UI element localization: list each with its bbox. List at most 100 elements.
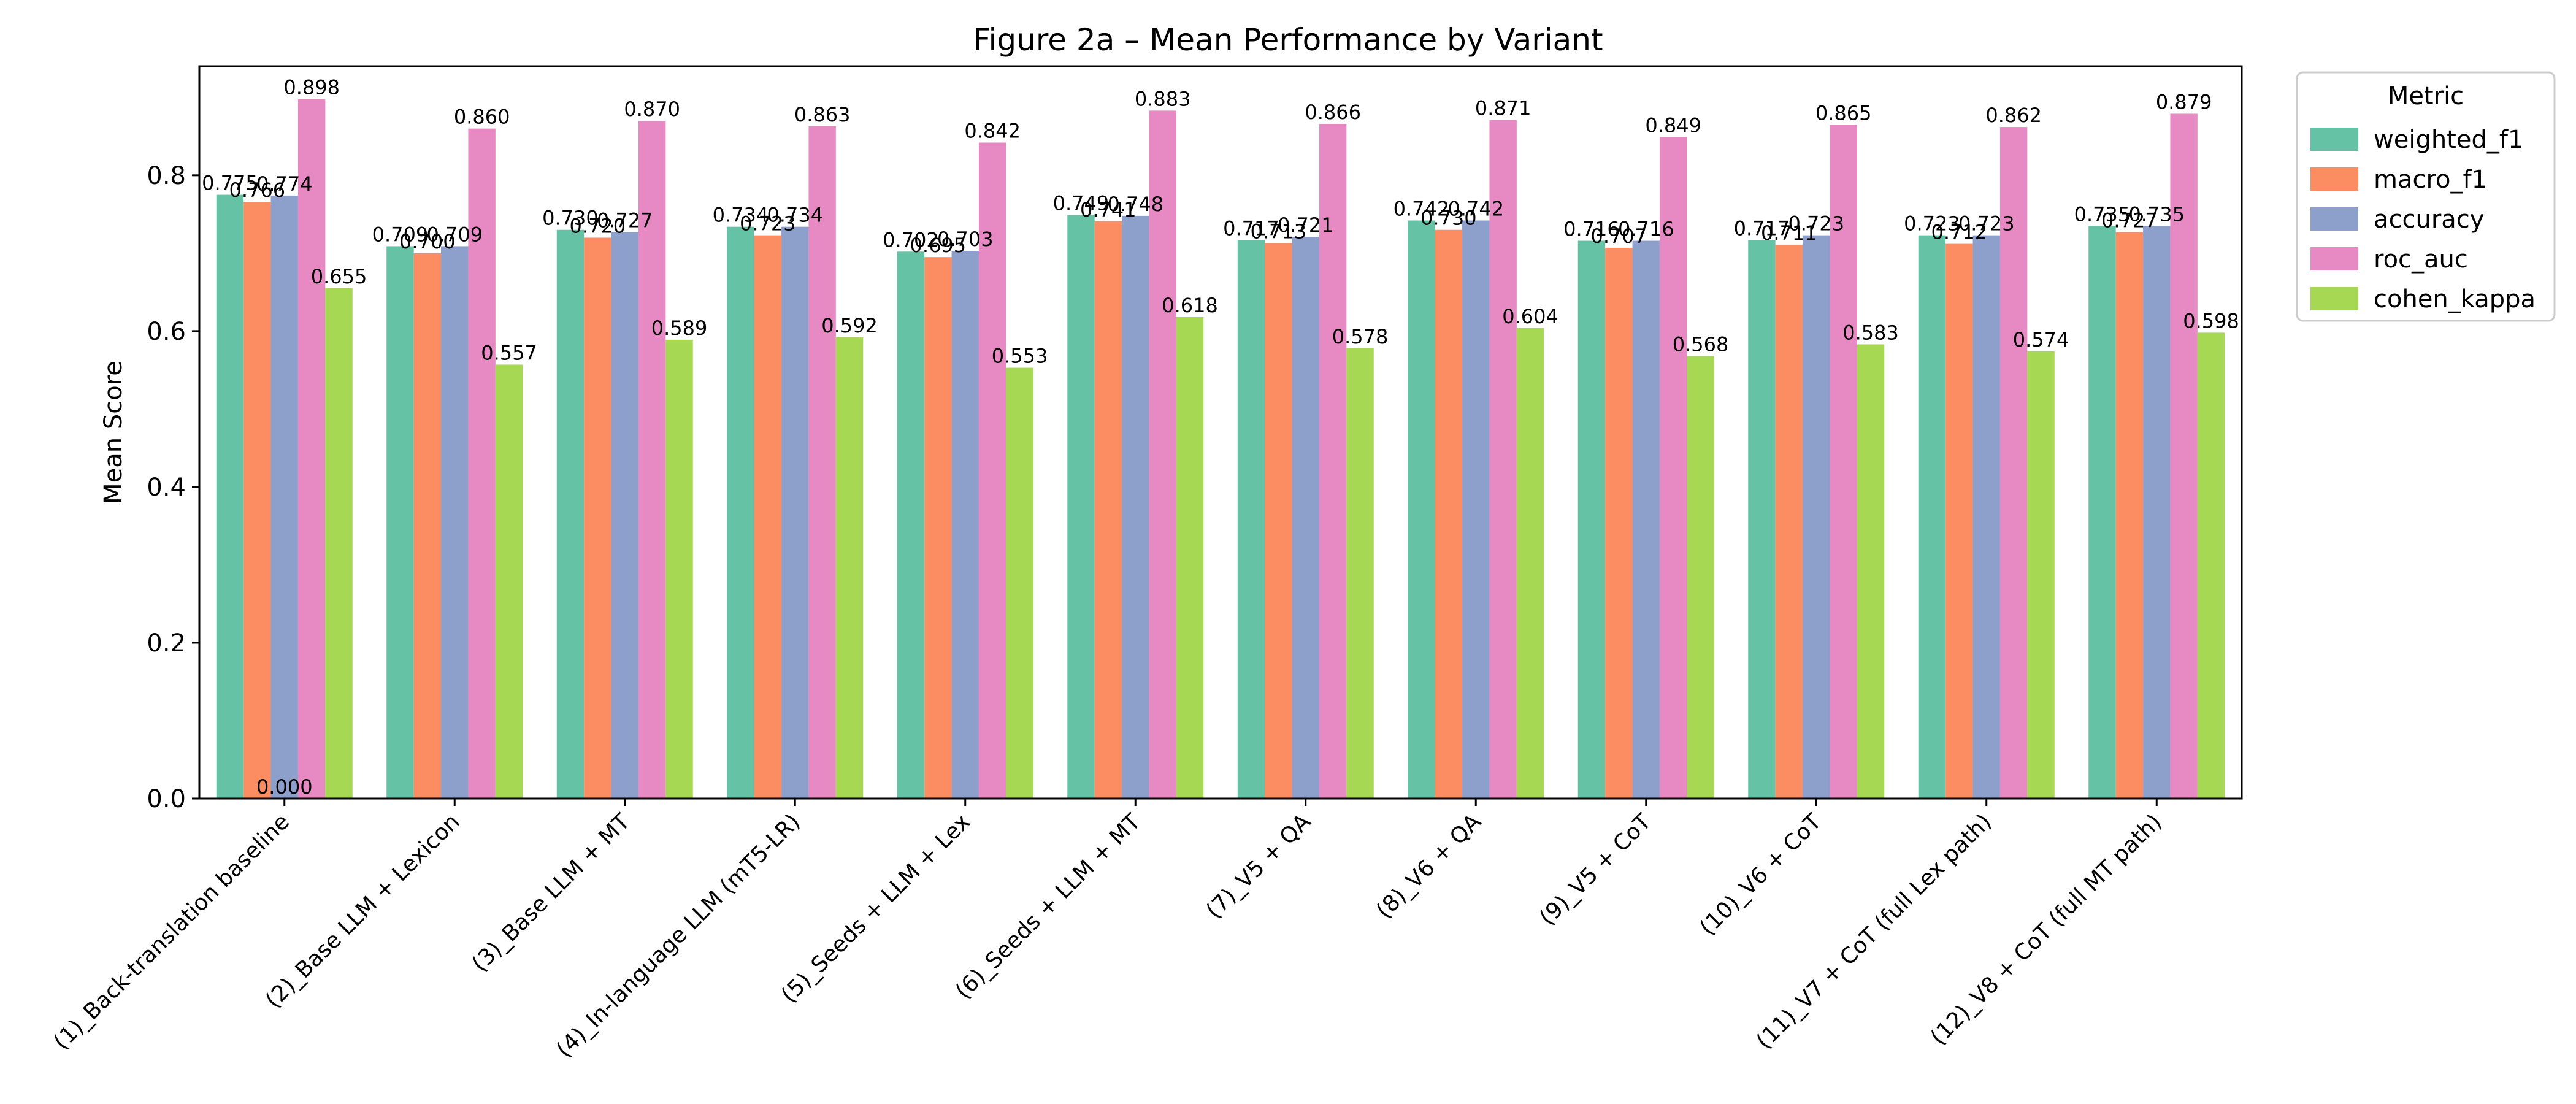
bar-accuracy-2 xyxy=(441,246,469,799)
bar-weighted_f1-8 xyxy=(1408,220,1435,799)
x-tick-label-8: (8)_V6 + QA xyxy=(1371,809,1486,924)
data-label-macro_f1-11: 0.712 xyxy=(1931,221,1988,244)
bar-macro_f1-3 xyxy=(584,237,611,799)
data-label-accuracy-9: 0.716 xyxy=(1618,218,1674,241)
bar-cohen_kappa-7 xyxy=(1346,348,1374,799)
plot-frame xyxy=(198,65,2243,800)
bar-accuracy-11 xyxy=(1972,235,2000,799)
bar-accuracy-8 xyxy=(1462,220,1490,799)
bar-accuracy-7 xyxy=(1292,237,1319,799)
data-label-cohen_kappa-4: 0.592 xyxy=(821,314,878,337)
data-label-cohen_kappa-12: 0.598 xyxy=(2183,309,2239,332)
bar-macro_f1-6 xyxy=(1094,221,1122,799)
bar-cohen_kappa-12 xyxy=(2197,332,2225,799)
bar-macro_f1-10 xyxy=(1775,244,1803,799)
y-tick-label-5: 0.8 xyxy=(147,162,186,190)
bar-weighted_f1-7 xyxy=(1237,240,1265,799)
bar-weighted_f1-5 xyxy=(897,251,925,799)
legend-label-accuracy: accuracy xyxy=(2374,205,2484,234)
bar-weighted_f1-9 xyxy=(1577,240,1606,799)
bar-roc_auc-3 xyxy=(638,120,666,799)
x-tick-label-10: (10)_V6 + CoT xyxy=(1695,809,1827,941)
bar-macro_f1-4 xyxy=(754,235,782,799)
data-label-macro_f1-3: 0.720 xyxy=(570,214,626,237)
data-label-accuracy-10: 0.723 xyxy=(1788,212,1844,236)
data-label-weighted_f1-1: 0.775 xyxy=(202,172,258,195)
data-label-macro_f1-1: 0.766 xyxy=(229,178,286,202)
bar-roc_auc-8 xyxy=(1489,120,1517,799)
data-label-macro_f1-4: 0.723 xyxy=(740,212,796,236)
bar-roc_auc-10 xyxy=(1830,125,1857,799)
bar-macro_f1-9 xyxy=(1605,247,1633,799)
data-label-cohen_kappa-1: 0.655 xyxy=(311,265,367,288)
data-label-weighted_f1-2: 0.709 xyxy=(372,223,429,246)
legend-swatch-accuracy xyxy=(2310,207,2358,231)
data-labels-layer: 0.7750.7660.7740.8980.6550.7090.7000.709… xyxy=(202,75,2239,799)
data-label-weighted_f1-8: 0.742 xyxy=(1393,197,1450,221)
legend-swatch-roc_auc xyxy=(2310,247,2358,270)
x-tick-label-6: (6)_Seeds + LLM + MT xyxy=(951,809,1146,1004)
data-label-macro_f1-8: 0.730 xyxy=(1420,207,1477,230)
data-label-macro_f1-12: 0.727 xyxy=(2101,209,2158,232)
bar-macro_f1-7 xyxy=(1265,243,1292,799)
bar-cohen_kappa-8 xyxy=(1516,328,1544,799)
bar-weighted_f1-10 xyxy=(1748,240,1776,799)
bar-accuracy-9 xyxy=(1632,240,1660,799)
data-label-cohen_kappa-7: 0.578 xyxy=(1332,325,1389,348)
y-tick-label-2: 0.2 xyxy=(147,629,186,657)
bar-cohen_kappa-2 xyxy=(495,364,523,799)
data-label-macro_f1-5: 0.695 xyxy=(910,234,967,257)
bar-cohen_kappa-11 xyxy=(2027,351,2055,799)
bar-accuracy-4 xyxy=(781,226,809,799)
data-label-cohen_kappa-8: 0.604 xyxy=(1502,305,1558,328)
x-tick-label-1: (1)_Back-translation baseline xyxy=(49,809,294,1054)
bar-cohen_kappa-10 xyxy=(1857,344,1885,799)
bar-weighted_f1-6 xyxy=(1067,215,1095,799)
data-label-macro_f1-9: 0.707 xyxy=(1591,224,1647,248)
chart-title: Figure 2a – Mean Performance by Variant xyxy=(973,22,1603,58)
data-label-cohen_kappa-10: 0.583 xyxy=(1842,321,1899,344)
data-label-accuracy-8: 0.742 xyxy=(1447,197,1504,221)
data-label-weighted_f1-4: 0.734 xyxy=(713,204,769,227)
data-label-cohen_kappa-3: 0.589 xyxy=(651,316,708,340)
bar-cohen_kappa-9 xyxy=(1687,356,1714,799)
y-tick-label-1: 0.0 xyxy=(147,785,186,813)
bar-weighted_f1-12 xyxy=(2088,226,2116,799)
data-label-accuracy-12: 0.735 xyxy=(2128,202,2185,226)
bar-cohen_kappa-1 xyxy=(325,288,353,799)
data-label-roc_auc-8: 0.871 xyxy=(1475,97,1531,120)
bar-macro_f1-11 xyxy=(1945,243,1973,799)
data-label-roc_auc-11: 0.862 xyxy=(1985,104,2042,127)
data-label-macro_f1-2: 0.700 xyxy=(399,230,456,253)
x-tick-label-9: (9)_V5 + CoT xyxy=(1535,809,1657,931)
data-label-accuracy-1: 0.774 xyxy=(256,172,313,196)
y-tick-label-3: 0.4 xyxy=(147,473,186,502)
data-label-accuracy-2: 0.709 xyxy=(426,223,483,246)
x-tick-label-5: (5)_Seeds + LLM + Lex xyxy=(776,809,975,1008)
bar-roc_auc-1 xyxy=(297,99,326,799)
bar-accuracy-6 xyxy=(1122,215,1149,799)
data-label-weighted_f1-11: 0.723 xyxy=(1904,212,1960,236)
bar-roc_auc-11 xyxy=(1999,127,2028,799)
data-label-accuracy-5: 0.703 xyxy=(937,228,994,251)
data-label-weighted_f1-7: 0.717 xyxy=(1223,217,1279,240)
bar-roc_auc-2 xyxy=(468,128,496,799)
bar-weighted_f1-11 xyxy=(1918,235,1946,799)
bar-macro_f1-8 xyxy=(1435,229,1463,799)
bar-cohen_kappa-3 xyxy=(665,339,693,799)
bar-weighted_f1-2 xyxy=(386,246,414,799)
bar-cohen_kappa-6 xyxy=(1176,317,1204,799)
data-label-roc_auc-2: 0.860 xyxy=(454,105,510,129)
bar-weighted_f1-1 xyxy=(216,194,244,799)
data-label-cohen_kappa-11: 0.574 xyxy=(2013,328,2069,351)
legend-label-weighted_f1: weighted_f1 xyxy=(2374,126,2523,154)
legend-title: Metric xyxy=(2388,82,2464,110)
data-label-cohen_kappa-5: 0.553 xyxy=(992,345,1048,368)
data-label-accuracy-7: 0.721 xyxy=(1278,213,1334,237)
bar-weighted_f1-3 xyxy=(556,229,585,799)
data-label-macro_f1-10: 0.711 xyxy=(1761,221,1817,245)
bar-cohen_kappa-4 xyxy=(835,337,864,799)
bars-layer xyxy=(216,99,2225,799)
data-label-weighted_f1-5: 0.702 xyxy=(883,228,939,251)
